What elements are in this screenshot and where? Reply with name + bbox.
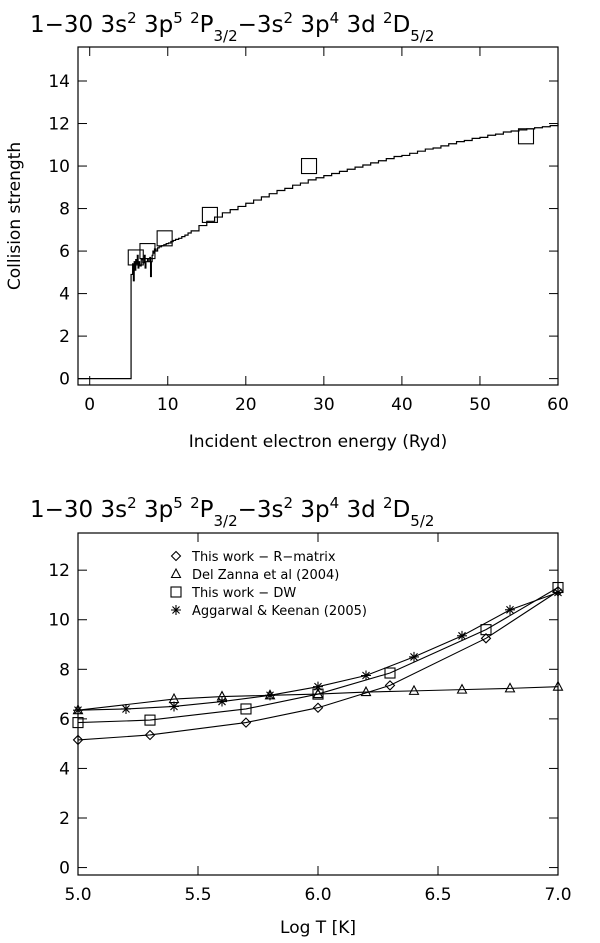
y-tick-label: 14 — [48, 72, 70, 92]
legend-marker-dw — [170, 586, 182, 598]
series-line-del-zanna — [77, 686, 559, 711]
y-tick-label: 2 — [59, 327, 70, 347]
data-point-dw — [240, 703, 252, 715]
panel1-title: 1−30 3s2 3p5 2P3/2−3s2 3p4 3d 2D5/2 — [30, 9, 434, 45]
panel2-y-tick-labels: 0 2 4 6 8 10 12 — [48, 561, 70, 878]
data-point-del-zanna — [168, 692, 180, 704]
x-tick-label: 6.5 — [424, 885, 451, 905]
y-tick-label: 6 — [59, 710, 70, 730]
panel2-title: 1−30 3s2 3p5 2P3/2−3s2 3p4 3d 2D5/2 — [30, 494, 434, 530]
data-point-r-matrix — [144, 729, 156, 741]
y-tick-label: 6 — [59, 242, 70, 262]
data-point-dw — [384, 667, 396, 679]
data-point-del-zanna — [552, 680, 564, 691]
data-point-del-zanna — [504, 682, 516, 693]
data-point-dw — [144, 714, 156, 726]
data-point-r-matrix — [240, 717, 252, 728]
data-point-aggarwal-keenan — [169, 701, 179, 712]
data-point-dw-square — [517, 128, 535, 145]
data-point-dw-square — [139, 243, 156, 260]
data-point-aggarwal-keenan — [121, 703, 131, 714]
effective-collision-strength-panel: 1−30 3s2 3p5 2P3/2−3s2 3p4 3d 2D5/2 5.0 5… — [30, 494, 572, 938]
y-tick-label: 0 — [59, 859, 70, 879]
data-point-dw-square — [201, 206, 218, 223]
data-point-del-zanna — [456, 683, 468, 694]
series-line-r-matrix — [77, 590, 559, 741]
data-point-aggarwal-keenan — [361, 670, 371, 681]
legend-marker-aggarwal-keenan — [171, 605, 181, 615]
panel1-plot-frame — [77, 46, 559, 386]
panel1-x-tick-labels: 0 10 20 30 40 50 60 — [84, 395, 569, 415]
panel1-y-axis-label: Collision strength — [5, 142, 25, 290]
x-tick-label: 5.5 — [184, 885, 211, 905]
data-point-r-matrix — [312, 702, 324, 713]
collision-strength-panel: 1−30 3s2 3p5 2P3/2−3s2 3p4 3d 2D5/2 0 10 2… — [5, 9, 569, 452]
data-point-r-matrix — [72, 734, 84, 746]
data-point-dw — [72, 717, 84, 729]
data-point-aggarwal-keenan — [553, 587, 563, 598]
data-point-del-zanna — [408, 684, 420, 695]
legend-marker-r-matrix — [170, 550, 182, 562]
data-point-aggarwal-keenan — [265, 690, 275, 701]
y-tick-label: 4 — [59, 285, 70, 305]
panel1-y-tick-labels: 0 2 4 6 8 10 12 14 — [48, 72, 70, 390]
x-tick-label: 10 — [157, 395, 179, 415]
x-tick-label: 20 — [235, 395, 257, 415]
data-point-aggarwal-keenan — [505, 604, 515, 615]
data-point-del-zanna — [360, 685, 372, 697]
data-point-aggarwal-keenan — [73, 705, 83, 716]
y-tick-label: 4 — [59, 759, 70, 779]
x-tick-label: 50 — [469, 395, 491, 415]
legend-label-del-zanna: Del Zanna et al (2004) — [192, 568, 339, 583]
panel2-tick-marks — [77, 533, 559, 875]
data-point-aggarwal-keenan — [457, 630, 467, 641]
panel2-plot-frame — [77, 532, 559, 876]
legend-label-aggarwal-keenan: Aggarwal & Keenan (2005) — [192, 604, 367, 619]
x-tick-label: 0 — [84, 395, 95, 415]
panel2-series — [72, 581, 564, 746]
series-r-matrix-step-line — [78, 123, 559, 380]
data-point-dw — [480, 624, 492, 636]
x-tick-label: 7.0 — [544, 885, 571, 905]
panel2-x-axis-label: Log T [K] — [280, 918, 356, 938]
panel2-legend: This work − R−matrix Del Zanna et al (20… — [170, 550, 367, 619]
legend-label-r-matrix: This work − R−matrix — [191, 550, 336, 565]
y-tick-label: 12 — [48, 561, 70, 581]
legend-marker-del-zanna — [170, 567, 182, 579]
series-line-dw — [77, 587, 559, 724]
panel1-series — [78, 123, 559, 380]
data-point-dw-square — [127, 249, 144, 266]
data-point-aggarwal-keenan — [217, 696, 227, 707]
data-point-dw-square — [156, 230, 173, 247]
y-tick-label: 2 — [59, 809, 70, 829]
y-tick-label: 10 — [48, 157, 70, 177]
data-point-aggarwal-keenan — [409, 651, 419, 662]
y-tick-label: 8 — [59, 660, 70, 680]
y-tick-label: 8 — [59, 200, 70, 220]
x-tick-label: 40 — [391, 395, 413, 415]
data-point-r-matrix — [384, 680, 396, 691]
y-tick-label: 12 — [48, 115, 70, 135]
x-tick-label: 5.0 — [64, 885, 91, 905]
data-point-aggarwal-keenan — [313, 681, 323, 692]
data-point-dw-square — [300, 157, 318, 175]
panel1-tick-marks — [78, 47, 559, 385]
x-tick-label: 6.0 — [304, 885, 331, 905]
panel1-x-axis-label: Incident electron energy (Ryd) — [189, 432, 447, 452]
panel2-x-tick-labels: 5.0 5.5 6.0 6.5 7.0 — [64, 885, 571, 905]
y-tick-label: 10 — [48, 611, 70, 631]
data-point-r-matrix — [480, 633, 492, 644]
x-tick-label: 60 — [547, 395, 569, 415]
y-tick-label: 0 — [59, 370, 70, 390]
legend-label-dw: This work − DW — [191, 586, 296, 601]
x-tick-label: 30 — [313, 395, 335, 415]
